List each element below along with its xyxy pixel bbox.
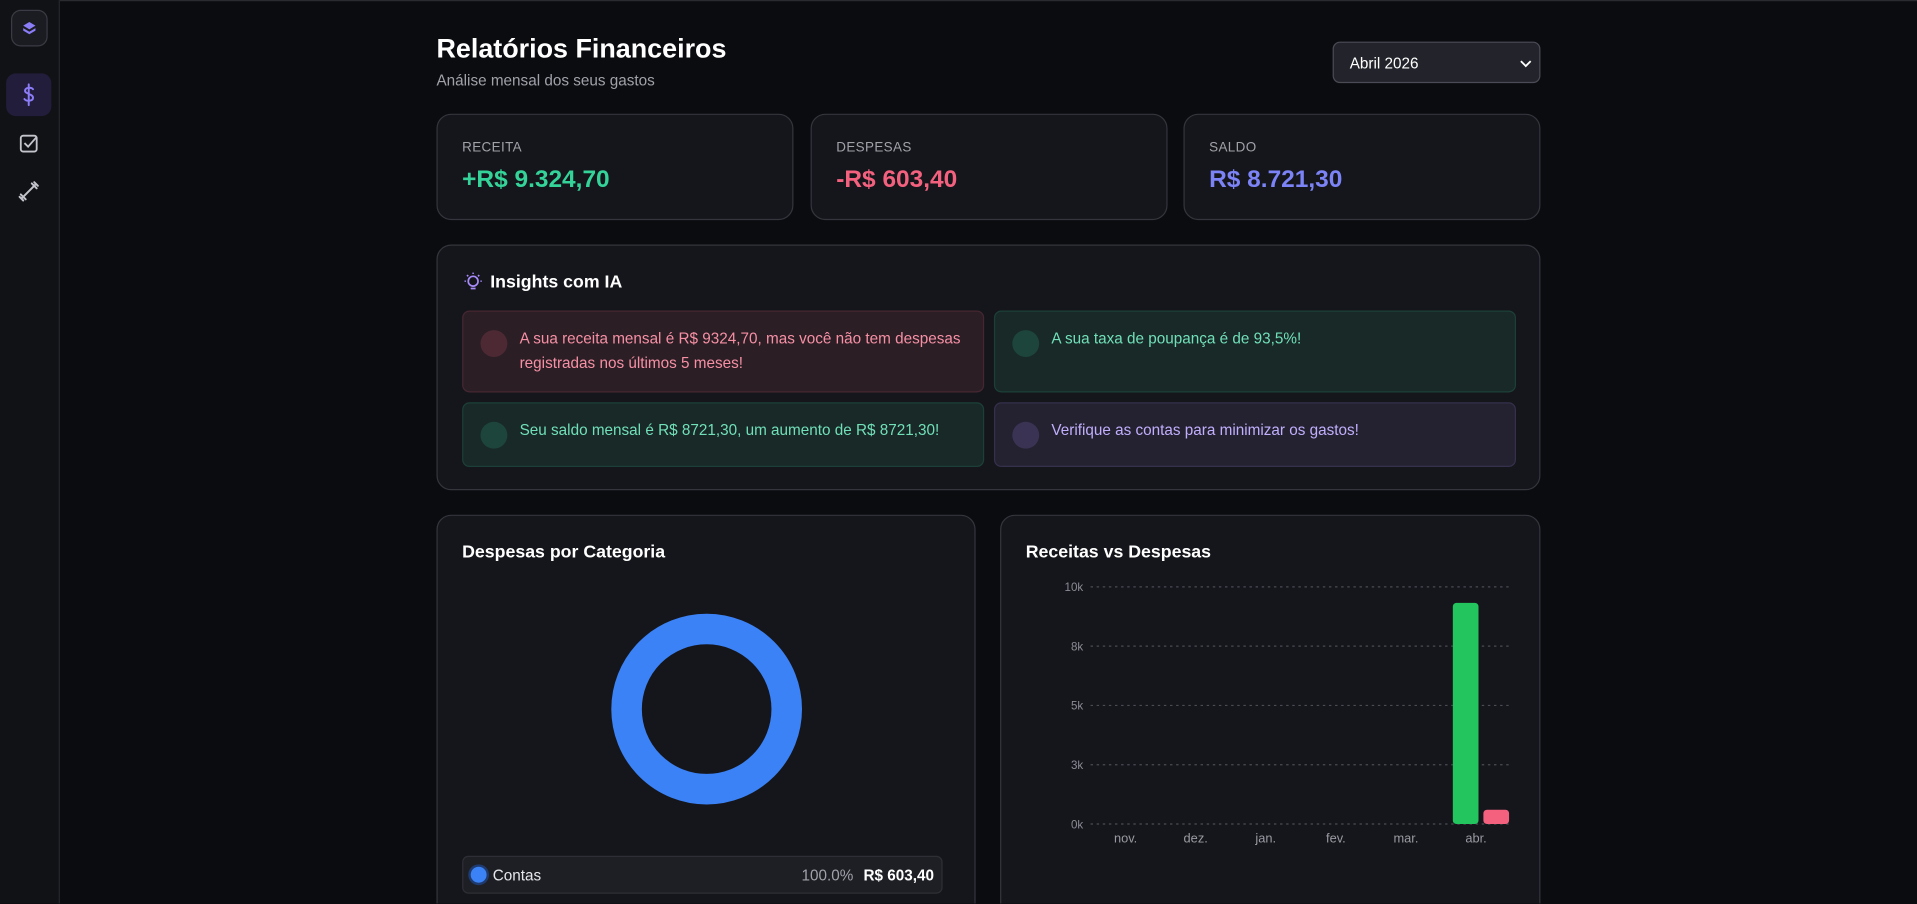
y-tick-label: 3k — [1071, 759, 1083, 772]
dumbbell-icon — [18, 181, 39, 202]
logo[interactable] — [11, 9, 48, 47]
bar-panel: Receitas vs Despesas — [1000, 514, 1541, 904]
card-label: SALDO — [1209, 140, 1257, 156]
insight-text: Seu saldo mensal é R$ 8721,30, um aument… — [519, 421, 940, 439]
bar — [1483, 809, 1510, 825]
x-tick-label: nov. — [1114, 830, 1137, 845]
insights-panel: Insights com IA A sua receita mensal é R… — [436, 244, 1541, 491]
legend-percent: 100.0% — [801, 866, 854, 884]
insights-title: Insights com IA — [490, 272, 623, 293]
dollar-icon — [23, 83, 34, 107]
insight-icon — [480, 421, 508, 449]
legend-amount: R$ 603,40 — [863, 866, 935, 884]
y-tick-label: 8k — [1071, 640, 1083, 653]
page-subtitle: Análise mensal dos seus gastos — [436, 72, 655, 90]
insight-icon — [1012, 330, 1040, 357]
legend-swatch — [470, 866, 487, 883]
insight-card: Seu saldo mensal é R$ 8721,30, um aument… — [462, 402, 985, 468]
nav-finance[interactable] — [6, 73, 52, 117]
x-tick-label: jan. — [1254, 830, 1276, 845]
page-title: Relatórios Financeiros — [436, 33, 727, 64]
insight-icon — [1012, 421, 1040, 449]
summary-card: SALDO R$ 8.721,30 — [1183, 113, 1541, 221]
card-value: -R$ 603,40 — [836, 166, 958, 194]
legend-row: Contas 100.0% R$ 603,40 — [462, 855, 943, 894]
pie-slice — [611, 613, 803, 805]
bar — [1452, 602, 1479, 825]
check-icon — [19, 134, 38, 153]
y-tick-label: 0k — [1071, 818, 1083, 831]
nav-fitness[interactable] — [6, 170, 51, 213]
insight-card: A sua receita mensal é R$ 9324,70, mas v… — [462, 310, 985, 393]
card-label: DESPESAS — [836, 140, 912, 156]
x-tick-label: fev. — [1326, 830, 1346, 845]
period-select[interactable]: Abril 2026 — [1332, 41, 1541, 84]
legend-label: Contas — [492, 866, 542, 884]
card-value: +R$ 9.324,70 — [462, 166, 610, 194]
insight-text: Verifique as contas para minimizar os ga… — [1051, 421, 1359, 439]
x-tick-label: abr. — [1465, 830, 1486, 845]
insight-text: A sua taxa de poupança é de 93,5%! — [1051, 330, 1302, 348]
sidebar — [0, 0, 60, 904]
insight-icon — [480, 330, 508, 357]
insight-card: Verifique as contas para minimizar os ga… — [993, 402, 1516, 468]
logo-icon — [23, 22, 36, 35]
summary-card: RECEITA +R$ 9.324,70 — [436, 113, 794, 221]
y-tick-label: 10k — [1064, 581, 1083, 594]
top-border — [0, 0, 1917, 2]
chart-title: Receitas vs Despesas — [1025, 542, 1212, 563]
x-tick-label: mar. — [1393, 830, 1418, 845]
insight-card: A sua taxa de poupança é de 93,5%! — [993, 310, 1516, 393]
insight-text: A sua receita mensal é R$ 9324,70, mas v… — [519, 330, 961, 372]
x-tick-label: dez. — [1184, 830, 1208, 845]
chart-title: Despesas por Categoria — [462, 542, 666, 563]
card-value: R$ 8.721,30 — [1209, 166, 1343, 194]
y-tick-label: 5k — [1071, 700, 1083, 713]
summary-card: DESPESAS -R$ 603,40 — [810, 113, 1168, 221]
period-value: Abril 2026 — [1349, 55, 1419, 73]
nav-tasks[interactable] — [6, 122, 51, 165]
card-label: RECEITA — [462, 140, 523, 156]
chevron — [1520, 60, 1532, 68]
bulb-icon — [464, 272, 482, 290]
pie-panel: Despesas por Categoria — [436, 514, 976, 904]
